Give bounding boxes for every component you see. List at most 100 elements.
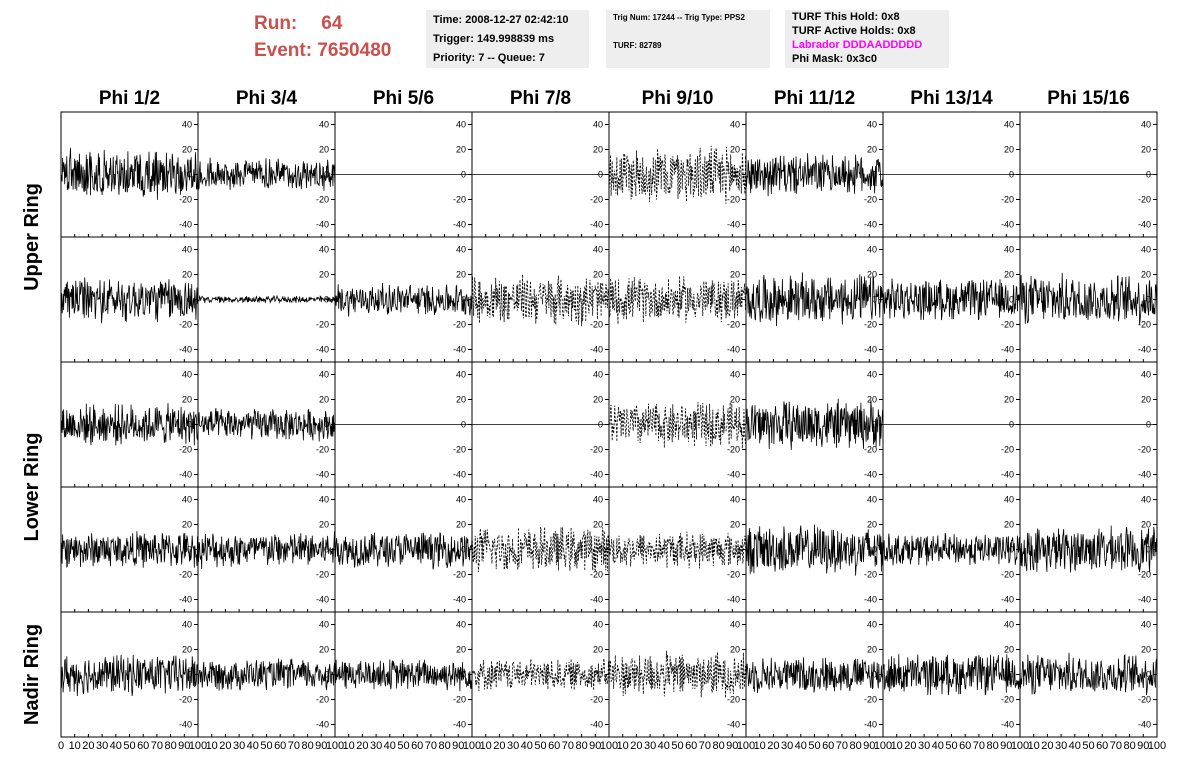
run-line: Run: 64 — [254, 10, 391, 37]
x-tick-label: 10 — [69, 740, 81, 752]
y-tick-label: -40 — [864, 470, 877, 480]
y-tick-label: 40 — [593, 620, 603, 630]
y-tick-label: 0 — [735, 545, 740, 555]
y-tick-label: -40 — [1138, 345, 1151, 355]
x-tick-label: 100 — [463, 740, 481, 752]
y-tick-label: 40 — [1141, 620, 1151, 630]
y-tick-label: 20 — [867, 395, 877, 405]
y-tick-label: 20 — [730, 270, 740, 280]
y-tick-label: -40 — [316, 345, 329, 355]
y-tick-label: -20 — [179, 320, 192, 330]
y-tick-label: -40 — [453, 220, 466, 230]
y-tick-label: 0 — [872, 670, 877, 680]
waveform-trace — [1019, 272, 1158, 325]
waveform-trace — [334, 659, 473, 692]
column-title: Phi 13/14 — [910, 88, 993, 109]
x-tick-label: 20 — [767, 740, 779, 752]
y-tick-label: 40 — [182, 495, 192, 505]
y-tick-label: 20 — [867, 145, 877, 155]
x-tick-label: 10 — [754, 740, 766, 752]
y-tick-label: -40 — [453, 720, 466, 730]
y-tick-label: 40 — [1004, 370, 1014, 380]
x-tick-label: 90 — [178, 740, 190, 752]
column-title: Phi 5/6 — [373, 88, 434, 109]
turf-info-box: TURF This Hold: 0x8 TURF Active Holds: 0… — [785, 10, 949, 68]
y-tick-label: 20 — [456, 645, 466, 655]
y-tick-label: -20 — [864, 695, 877, 705]
y-tick-label: -20 — [1138, 320, 1151, 330]
waveform-trace — [1019, 652, 1158, 696]
y-tick-label: 20 — [593, 645, 603, 655]
y-tick-label: 40 — [1141, 245, 1151, 255]
x-tick-label: 60 — [822, 740, 834, 752]
y-tick-label: 40 — [593, 495, 603, 505]
x-tick-label: 10 — [206, 740, 218, 752]
y-tick-label: -40 — [1138, 220, 1151, 230]
y-tick-label: 20 — [867, 270, 877, 280]
x-tick-label: 60 — [274, 740, 286, 752]
event-label: Event: — [254, 40, 313, 61]
y-tick-label: 20 — [456, 270, 466, 280]
x-tick-label: 50 — [534, 740, 546, 752]
y-tick-label: -20 — [453, 695, 466, 705]
y-tick-label: -40 — [590, 220, 603, 230]
y-tick-label: -40 — [727, 720, 740, 730]
y-tick-label: -20 — [1001, 570, 1014, 580]
x-tick-label: 70 — [1110, 740, 1122, 752]
x-tick-label: 70 — [425, 740, 437, 752]
y-tick-label: -40 — [453, 595, 466, 605]
column-titles: Phi 1/2 Phi 3/4 Phi 5/6 Phi 7/8 Phi 9/10 Phi … — [99, 88, 1130, 109]
y-tick-label: -40 — [179, 220, 192, 230]
y-tick-label: -20 — [864, 320, 877, 330]
y-tick-label: -40 — [727, 470, 740, 480]
y-tick-label: 0 — [735, 170, 740, 180]
y-tick-label: 40 — [319, 245, 329, 255]
x-tick-label: 70 — [151, 740, 163, 752]
waveform-trace — [882, 654, 1021, 696]
x-tick-label: 80 — [986, 740, 998, 752]
y-tick-label: 20 — [456, 520, 466, 530]
x-tick-label: 30 — [918, 740, 930, 752]
y-tick-label: 40 — [593, 370, 603, 380]
y-tick-label: 40 — [1141, 370, 1151, 380]
y-tick-label: 40 — [867, 120, 877, 130]
y-tick-label: -40 — [179, 470, 192, 480]
y-tick-label: -20 — [1001, 320, 1014, 330]
y-tick-label: 0 — [598, 545, 603, 555]
x-tick-label: 80 — [301, 740, 313, 752]
y-tick-label: 20 — [730, 395, 740, 405]
x-tick-label: 80 — [712, 740, 724, 752]
y-tick-label: -40 — [1001, 345, 1014, 355]
waveform-trace — [471, 274, 610, 327]
x-tick-label: 60 — [1096, 740, 1108, 752]
run-value: 64 — [321, 13, 343, 34]
y-tick-label: 0 — [324, 670, 329, 680]
y-tick-label: 40 — [319, 120, 329, 130]
y-tick-label: -40 — [453, 470, 466, 480]
y-tick-label: 0 — [324, 545, 329, 555]
waveform-trace — [334, 282, 473, 317]
x-tick-label: 40 — [932, 740, 944, 752]
x-tick-label: 70 — [562, 740, 574, 752]
y-tick-label: -40 — [864, 345, 877, 355]
x-tick-label: 30 — [644, 740, 656, 752]
x-tick-label: 10 — [617, 740, 629, 752]
y-tick-label: 20 — [1141, 145, 1151, 155]
x-tick-label: 70 — [973, 740, 985, 752]
y-tick-label: -40 — [1001, 720, 1014, 730]
y-tick-label: -20 — [179, 195, 192, 205]
waveform-trace — [471, 658, 610, 692]
y-tick-label: -40 — [316, 220, 329, 230]
y-tick-label: -40 — [1001, 220, 1014, 230]
y-tick-label: 20 — [456, 395, 466, 405]
y-tick-label: -20 — [1001, 195, 1014, 205]
column-title: Phi 7/8 — [510, 88, 571, 109]
